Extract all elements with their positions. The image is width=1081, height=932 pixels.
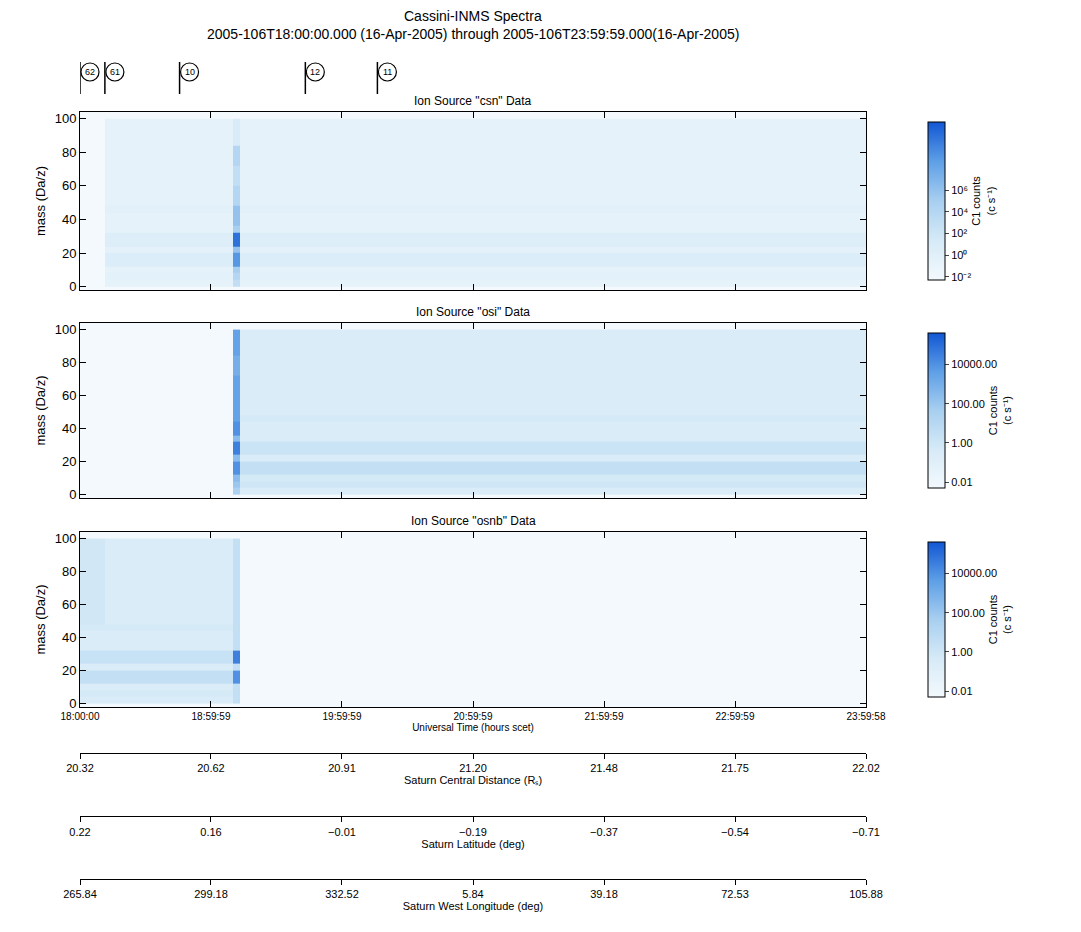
svg-text:mass (Da/z): mass (Da/z)	[33, 166, 48, 236]
svg-text:0.01: 0.01	[951, 476, 972, 488]
svg-text:5.84: 5.84	[462, 888, 483, 900]
svg-text:10: 10	[185, 67, 195, 77]
svg-text:mass (Da/z): mass (Da/z)	[33, 584, 48, 654]
svg-text:40: 40	[62, 630, 76, 645]
svg-text:60: 60	[62, 597, 76, 612]
svg-text:0.22: 0.22	[69, 826, 90, 838]
svg-text:11: 11	[383, 67, 392, 77]
svg-text:10000.00: 10000.00	[951, 567, 997, 579]
svg-text:Ion Source "csn" Data: Ion Source "csn" Data	[414, 94, 532, 108]
svg-text:22.02: 22.02	[852, 762, 880, 774]
svg-text:0: 0	[69, 487, 76, 502]
svg-text:72.53: 72.53	[721, 888, 749, 900]
svg-text:23:59:58: 23:59:58	[847, 711, 886, 722]
svg-text:0.01: 0.01	[951, 685, 972, 697]
svg-text:mass (Da/z): mass (Da/z)	[33, 375, 48, 445]
svg-text:100.00: 100.00	[951, 398, 985, 410]
svg-text:2005-106T18:00:00.000 (16-Apr-: 2005-106T18:00:00.000 (16-Apr-2005) thro…	[207, 26, 739, 42]
svg-text:39.18: 39.18	[590, 888, 618, 900]
svg-text:80: 80	[62, 355, 76, 370]
svg-text:0.16: 0.16	[200, 826, 221, 838]
svg-text:20.62: 20.62	[197, 762, 225, 774]
svg-text:10²: 10²	[951, 227, 967, 239]
svg-text:C1 counts(c s⁻¹): C1 counts(c s⁻¹)	[987, 385, 1013, 435]
svg-text:20:59:59: 20:59:59	[454, 711, 493, 722]
svg-text:40: 40	[62, 212, 76, 227]
svg-text:10⁴: 10⁴	[951, 206, 968, 218]
svg-text:10000.00: 10000.00	[951, 358, 997, 370]
svg-text:100: 100	[55, 322, 77, 337]
svg-text:10⁶: 10⁶	[951, 184, 968, 196]
svg-text:20: 20	[62, 454, 76, 469]
svg-text:Saturn Central Distance (Rₛ): Saturn Central Distance (Rₛ)	[404, 774, 542, 786]
svg-text:18:59:59: 18:59:59	[192, 711, 231, 722]
svg-text:Ion Source "osi" Data: Ion Source "osi" Data	[416, 305, 530, 319]
svg-text:C1 counts(c s⁻¹): C1 counts(c s⁻¹)	[987, 594, 1013, 644]
svg-text:0: 0	[69, 696, 76, 711]
svg-text:Cassini-INMS Spectra: Cassini-INMS Spectra	[404, 8, 542, 24]
svg-text:60: 60	[62, 388, 76, 403]
svg-text:80: 80	[62, 145, 76, 160]
svg-text:12: 12	[310, 67, 320, 77]
svg-text:−0.01: −0.01	[328, 826, 356, 838]
svg-text:10⁰: 10⁰	[951, 249, 967, 261]
svg-text:C1 counts(c s⁻¹): C1 counts(c s⁻¹)	[970, 176, 996, 226]
svg-text:332.52: 332.52	[325, 888, 359, 900]
svg-text:19:59:59: 19:59:59	[323, 711, 362, 722]
svg-text:105.88: 105.88	[849, 888, 883, 900]
svg-text:21.48: 21.48	[590, 762, 618, 774]
svg-text:18:00:00: 18:00:00	[61, 711, 100, 722]
svg-text:62: 62	[85, 67, 95, 77]
svg-text:−0.54: −0.54	[721, 826, 749, 838]
svg-text:20.32: 20.32	[66, 762, 94, 774]
svg-text:Universal Time (hours scet): Universal Time (hours scet)	[412, 722, 534, 733]
svg-text:61: 61	[110, 67, 120, 77]
svg-text:299.18: 299.18	[194, 888, 228, 900]
svg-text:60: 60	[62, 178, 76, 193]
svg-text:20: 20	[62, 663, 76, 678]
svg-text:Saturn West Longitude (deg): Saturn West Longitude (deg)	[403, 900, 543, 912]
svg-text:Saturn Latitude (deg): Saturn Latitude (deg)	[421, 838, 524, 850]
svg-text:20.91: 20.91	[328, 762, 356, 774]
svg-text:100: 100	[55, 531, 77, 546]
svg-text:1.00: 1.00	[951, 646, 972, 658]
svg-text:22:59:59: 22:59:59	[716, 711, 755, 722]
svg-text:40: 40	[62, 421, 76, 436]
svg-text:Ion Source "osnb" Data: Ion Source "osnb" Data	[411, 514, 536, 528]
svg-text:−0.19: −0.19	[459, 826, 487, 838]
svg-text:1.00: 1.00	[951, 437, 972, 449]
svg-text:100: 100	[55, 111, 77, 126]
svg-text:265.84: 265.84	[63, 888, 97, 900]
svg-text:10⁻²: 10⁻²	[951, 271, 971, 283]
svg-text:20: 20	[62, 246, 76, 261]
svg-text:80: 80	[62, 564, 76, 579]
svg-text:21:59:59: 21:59:59	[585, 711, 624, 722]
svg-text:21.75: 21.75	[721, 762, 749, 774]
svg-text:−0.71: −0.71	[852, 826, 880, 838]
svg-text:21.20: 21.20	[459, 762, 487, 774]
svg-text:100.00: 100.00	[951, 607, 985, 619]
svg-text:0: 0	[69, 279, 76, 294]
svg-text:−0.37: −0.37	[590, 826, 618, 838]
